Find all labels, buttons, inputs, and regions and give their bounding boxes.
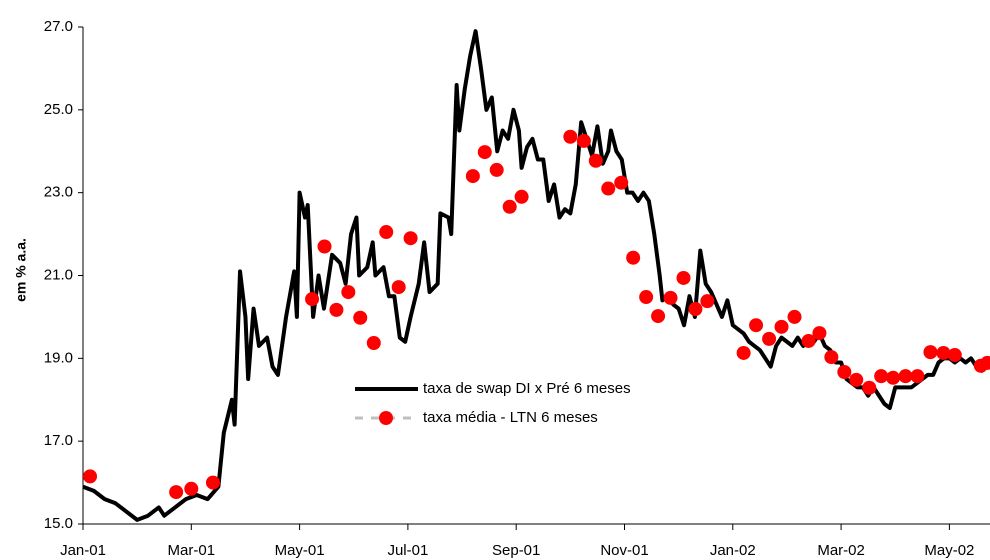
dot xyxy=(576,133,591,148)
dot xyxy=(936,345,951,360)
dot xyxy=(83,469,98,484)
x-tick-label: Jan-02 xyxy=(710,542,756,559)
dot xyxy=(639,290,654,305)
dot xyxy=(980,355,990,370)
dot xyxy=(787,309,802,324)
dot xyxy=(614,175,629,190)
dot xyxy=(774,319,789,334)
dot xyxy=(379,225,394,240)
dot xyxy=(305,292,320,307)
x-tick-label: Jan-01 xyxy=(60,542,106,559)
dot xyxy=(736,345,751,360)
dot xyxy=(403,231,418,246)
dot xyxy=(801,333,816,348)
dot xyxy=(169,485,184,500)
dot xyxy=(749,318,764,333)
dot xyxy=(489,162,504,177)
dot xyxy=(874,369,889,384)
dot xyxy=(205,475,220,490)
x-tick-label: Jul-01 xyxy=(387,542,428,559)
x-tick-label: May-01 xyxy=(275,542,325,559)
dot xyxy=(688,302,703,317)
dot xyxy=(465,169,480,184)
dot xyxy=(502,199,517,214)
dot xyxy=(862,380,877,395)
y-axis-label: em % a.a. xyxy=(13,238,29,302)
dot xyxy=(837,365,852,380)
dot xyxy=(762,331,777,346)
dot xyxy=(947,348,962,363)
dot xyxy=(651,309,666,324)
dot xyxy=(676,270,691,285)
y-tick-label: 27.0 xyxy=(44,18,73,35)
dot xyxy=(563,129,578,144)
dot xyxy=(923,345,938,360)
dot xyxy=(700,294,715,309)
dot xyxy=(626,250,641,265)
y-tick-label: 21.0 xyxy=(44,266,73,283)
dot xyxy=(477,145,492,160)
dot xyxy=(849,372,864,387)
dot xyxy=(886,370,901,385)
dot xyxy=(812,326,827,341)
x-tick-label: Nov-01 xyxy=(600,542,648,559)
dot xyxy=(366,336,381,351)
x-tick-label: May-02 xyxy=(924,542,974,559)
y-tick-label: 17.0 xyxy=(44,432,73,449)
dot xyxy=(184,481,199,496)
dot xyxy=(824,350,839,365)
legend-label: taxa média - LTN 6 meses xyxy=(423,409,598,426)
x-tick-label: Mar-01 xyxy=(168,542,216,559)
dot xyxy=(601,181,616,196)
line xyxy=(82,29,989,522)
dot xyxy=(898,369,913,384)
y-tick-label: 19.0 xyxy=(44,349,73,366)
dot xyxy=(910,369,925,384)
dot xyxy=(329,302,344,317)
dot xyxy=(391,280,406,295)
x-tick-label: Mar-02 xyxy=(817,542,865,559)
legend-swatch xyxy=(379,411,393,425)
y-tick-label: 25.0 xyxy=(44,101,73,118)
dot xyxy=(317,239,332,254)
y-tick-label: 15.0 xyxy=(44,515,73,532)
dot xyxy=(514,189,529,204)
x-tick-label: Sep-01 xyxy=(492,542,540,559)
dot xyxy=(663,290,678,305)
y-tick-label: 23.0 xyxy=(44,184,73,201)
dot xyxy=(588,153,603,168)
dot xyxy=(341,285,356,300)
legend-label: taxa de swap DI x Pré 6 meses xyxy=(423,380,631,397)
dot xyxy=(353,310,368,325)
